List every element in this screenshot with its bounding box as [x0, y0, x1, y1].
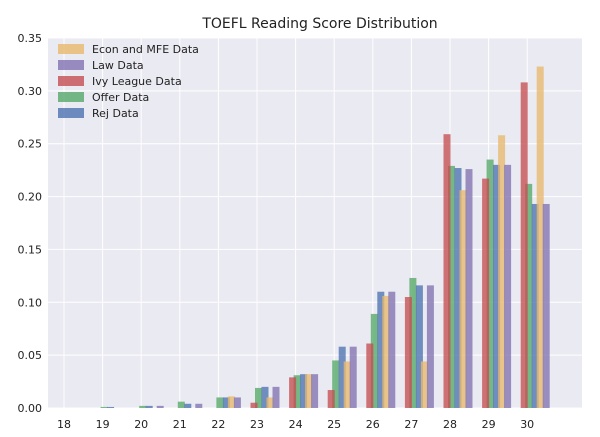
x-tick-label: 29 — [482, 418, 496, 431]
bar-econ-and-mfe-data — [420, 361, 428, 408]
y-tick-label: 0.35 — [18, 32, 43, 45]
x-tick-label: 18 — [57, 418, 71, 431]
bar-law-data — [272, 386, 280, 408]
legend-label: Econ and MFE Data — [92, 43, 199, 56]
bar-law-data — [426, 285, 434, 408]
y-tick-label: 0.20 — [18, 191, 43, 204]
y-tick-label: 0.00 — [18, 402, 43, 415]
x-tick-label: 19 — [96, 418, 110, 431]
bar-law-data — [195, 403, 203, 408]
bar-ivy-league-data — [289, 377, 297, 408]
legend-swatch — [58, 92, 84, 102]
bar-econ-and-mfe-data — [382, 295, 390, 408]
x-tick-label: 25 — [327, 418, 341, 431]
bar-law-data — [349, 346, 357, 408]
bar-offer-data — [370, 313, 378, 408]
legend-swatch — [58, 60, 84, 70]
bar-rej-data — [300, 374, 308, 408]
bar-rej-data — [338, 346, 346, 408]
bar-econ-and-mfe-data — [266, 397, 274, 408]
bar-law-data — [388, 291, 396, 408]
bar-econ-and-mfe-data — [536, 66, 544, 409]
legend-label: Rej Data — [92, 107, 139, 120]
bar-ivy-league-data — [404, 297, 412, 408]
bar-rej-data — [415, 285, 423, 408]
bar-offer-data — [177, 401, 185, 408]
y-tick-label: 0.25 — [18, 138, 43, 151]
plot-area — [48, 37, 582, 409]
y-tick-label: 0.15 — [18, 243, 43, 256]
bar-offer-data — [293, 375, 301, 408]
bar-rej-data — [493, 164, 501, 408]
bar-ivy-league-data — [443, 134, 451, 408]
bar-offer-data — [139, 405, 147, 408]
bar-offer-data — [409, 277, 417, 408]
x-tick-label: 26 — [366, 418, 380, 431]
bar-rej-data — [377, 291, 385, 408]
bar-law-data — [156, 405, 164, 408]
x-tick-label: 21 — [173, 418, 187, 431]
bar-law-data — [465, 169, 473, 408]
bar-law-data — [504, 164, 512, 408]
bar-offer-data — [525, 183, 533, 408]
x-tick-label: 28 — [443, 418, 457, 431]
legend-swatch — [58, 108, 84, 118]
bar-offer-data — [255, 387, 262, 408]
bar-rej-data — [145, 405, 153, 408]
bar-ivy-league-data — [250, 402, 258, 408]
bar-offer-data — [216, 397, 224, 408]
legend-swatch — [58, 44, 84, 54]
y-tick-label: 0.10 — [18, 296, 43, 309]
bar-econ-and-mfe-data — [305, 374, 313, 408]
y-tick-label: 0.30 — [18, 85, 43, 98]
bar-law-data — [233, 397, 241, 408]
x-tick-label: 30 — [520, 418, 534, 431]
bar-ivy-league-data — [327, 390, 335, 408]
x-tick-label: 22 — [211, 418, 225, 431]
bar-econ-and-mfe-data — [498, 135, 506, 408]
y-tick-label: 0.05 — [18, 349, 43, 362]
bar-rej-data — [107, 406, 115, 408]
x-tick-label: 20 — [134, 418, 148, 431]
bar-offer-data — [100, 406, 108, 408]
x-tick-label: 23 — [250, 418, 264, 431]
legend-swatch — [58, 76, 84, 86]
bar-law-data — [311, 374, 319, 408]
bar-ivy-league-data — [520, 82, 528, 409]
bar-econ-and-mfe-data — [459, 190, 467, 408]
bar-law-data — [542, 203, 550, 408]
bar-rej-data — [222, 397, 230, 408]
x-tick-label: 24 — [289, 418, 303, 431]
bar-ivy-league-data — [366, 343, 374, 408]
bar-rej-data — [454, 168, 462, 408]
bar-econ-and-mfe-data — [343, 361, 351, 408]
legend-label: Law Data — [92, 59, 144, 72]
legend-label: Ivy League Data — [92, 75, 182, 88]
bar-offer-data — [486, 159, 494, 408]
chart-title: TOEFL Reading Score Distribution — [201, 16, 437, 32]
bar-rej-data — [261, 386, 269, 408]
bar-rej-data — [531, 203, 539, 408]
bar-offer-data — [332, 360, 340, 408]
bar-rej-data — [184, 403, 192, 408]
x-tick-label: 27 — [404, 418, 418, 431]
bar-offer-data — [448, 165, 455, 408]
bar-econ-and-mfe-data — [227, 396, 235, 408]
bar-ivy-league-data — [482, 178, 490, 408]
legend-label: Offer Data — [92, 91, 149, 104]
